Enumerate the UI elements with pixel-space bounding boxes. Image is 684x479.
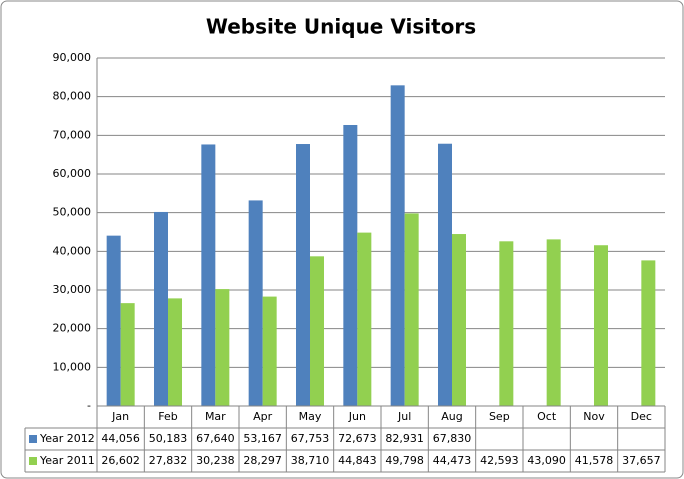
bar: [106, 235, 121, 406]
table-value: 67,830: [433, 432, 472, 445]
table-value: 67,753: [291, 432, 330, 445]
legend-label: Year 2011: [39, 454, 95, 467]
y-tick-label: 50,000: [53, 206, 92, 219]
bar: [390, 85, 405, 406]
table-value: 43,090: [527, 454, 566, 467]
table-value: 72,673: [338, 432, 377, 445]
x-tick-label: Jun: [348, 410, 366, 423]
x-tick-label: Dec: [631, 410, 652, 423]
legend-key: [29, 435, 37, 443]
bar: [499, 241, 514, 406]
y-tick-label: 30,000: [53, 283, 92, 296]
bar: [248, 200, 263, 406]
x-tick-label: Jul: [397, 410, 411, 423]
bar: [296, 144, 310, 406]
table-value: 28,297: [243, 454, 282, 467]
bar: [438, 143, 452, 406]
y-tick-label: 60,000: [53, 167, 92, 180]
table-value: 26,602: [101, 454, 140, 467]
table-value: 38,710: [291, 454, 330, 467]
table-value: 67,640: [196, 432, 235, 445]
table-value: 44,473: [433, 454, 472, 467]
table-value: 50,183: [149, 432, 188, 445]
bar: [594, 245, 608, 406]
x-tick-label: Oct: [537, 410, 557, 423]
x-tick-label: Sep: [489, 410, 510, 423]
table-value: 53,167: [243, 432, 282, 445]
x-tick-label: Feb: [158, 410, 177, 423]
x-tick-label: Jan: [111, 410, 129, 423]
bar: [404, 213, 419, 406]
y-tick-label: 40,000: [53, 244, 92, 257]
bar: [343, 124, 358, 406]
table-value: 27,832: [149, 454, 188, 467]
table-value: 44,843: [338, 454, 377, 467]
bar: [120, 303, 135, 406]
table-value: 44,056: [101, 432, 140, 445]
y-tick-label: 10,000: [53, 360, 92, 373]
chart-title: Website Unique Visitors: [206, 15, 476, 39]
y-tick-label: 70,000: [53, 128, 92, 141]
y-tick-label: 20,000: [53, 322, 92, 335]
table-value: 49,798: [385, 454, 424, 467]
bar: [201, 144, 216, 406]
table-value: 37,657: [622, 454, 661, 467]
bar: [168, 298, 182, 406]
legend-key: [29, 457, 37, 465]
table-value: 41,578: [575, 454, 614, 467]
bar: [262, 296, 277, 406]
legend-label: Year 2012: [39, 432, 95, 445]
bar: [546, 239, 561, 406]
bar: [641, 260, 656, 406]
table-value: 30,238: [196, 454, 235, 467]
bar: [215, 289, 230, 406]
bar: [154, 211, 168, 406]
x-tick-label: Mar: [205, 410, 226, 423]
y-tick-label: -: [87, 399, 91, 412]
x-tick-label: Apr: [253, 410, 273, 423]
table-value: 42,593: [480, 454, 519, 467]
table-value: 82,931: [385, 432, 424, 445]
x-tick-label: May: [299, 410, 322, 423]
y-tick-label: 90,000: [53, 51, 92, 64]
y-tick-label: 80,000: [53, 90, 92, 103]
x-tick-label: Nov: [583, 410, 605, 423]
bar: [310, 256, 324, 406]
bar: [452, 234, 466, 406]
bar: [357, 232, 372, 406]
x-tick-label: Aug: [441, 410, 462, 423]
